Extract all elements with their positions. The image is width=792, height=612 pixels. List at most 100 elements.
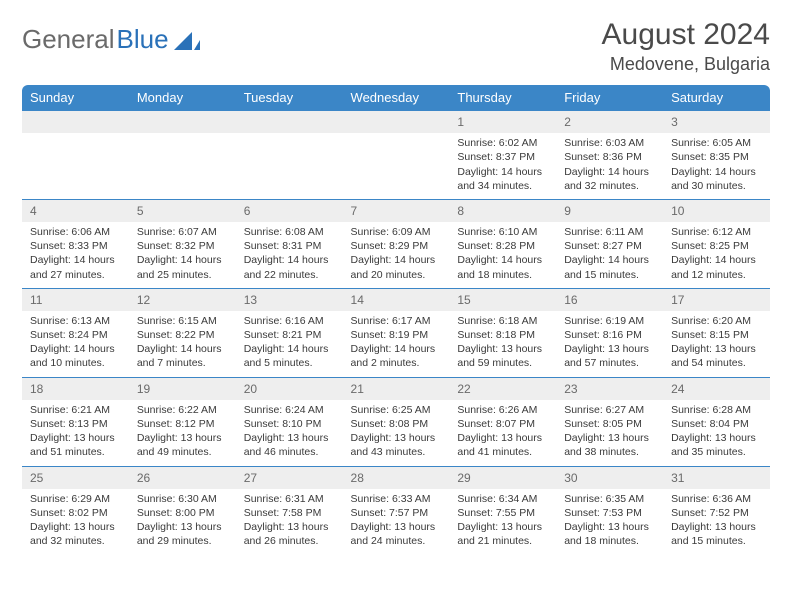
- day-detail-line: Sunset: 8:10 PM: [244, 417, 335, 431]
- day-number-cell: 31: [663, 466, 770, 489]
- day-number-cell: 3: [663, 111, 770, 134]
- day-detail-line: Daylight: 14 hours and 12 minutes.: [671, 253, 762, 281]
- day-detail-line: Sunrise: 6:26 AM: [457, 403, 548, 417]
- day-number-cell: 16: [556, 288, 663, 311]
- day-detail-cell: Sunrise: 6:11 AMSunset: 8:27 PMDaylight:…: [556, 222, 663, 288]
- day-detail-line: Sunset: 7:53 PM: [564, 506, 655, 520]
- day-detail-line: Sunset: 8:15 PM: [671, 328, 762, 342]
- day-number-cell: 8: [449, 199, 556, 222]
- day-detail-cell: Sunrise: 6:22 AMSunset: 8:12 PMDaylight:…: [129, 400, 236, 466]
- day-number-cell: 19: [129, 377, 236, 400]
- day-detail-line: Sunrise: 6:29 AM: [30, 492, 121, 506]
- logo-text-general: General: [22, 24, 115, 55]
- day-detail-line: Sunset: 7:58 PM: [244, 506, 335, 520]
- day-number-cell: [343, 111, 450, 134]
- day-detail-line: Sunset: 8:21 PM: [244, 328, 335, 342]
- day-number-row: 18192021222324: [22, 377, 770, 400]
- day-detail-row: Sunrise: 6:29 AMSunset: 8:02 PMDaylight:…: [22, 489, 770, 555]
- day-number-cell: 12: [129, 288, 236, 311]
- day-detail-line: Sunset: 8:00 PM: [137, 506, 228, 520]
- day-detail-line: Sunrise: 6:25 AM: [351, 403, 442, 417]
- day-detail-cell: Sunrise: 6:07 AMSunset: 8:32 PMDaylight:…: [129, 222, 236, 288]
- day-number-cell: [129, 111, 236, 134]
- day-detail-line: Daylight: 14 hours and 22 minutes.: [244, 253, 335, 281]
- page-header: GeneralBlue August 2024 Medovene, Bulgar…: [22, 18, 770, 75]
- day-number-cell: 5: [129, 199, 236, 222]
- day-detail-cell: Sunrise: 6:17 AMSunset: 8:19 PMDaylight:…: [343, 311, 450, 377]
- day-detail-line: Sunset: 7:52 PM: [671, 506, 762, 520]
- day-number-row: 123: [22, 111, 770, 134]
- day-detail-line: Sunset: 8:05 PM: [564, 417, 655, 431]
- day-detail-line: Sunrise: 6:05 AM: [671, 136, 762, 150]
- day-detail-line: Sunrise: 6:24 AM: [244, 403, 335, 417]
- day-detail-line: Sunrise: 6:22 AM: [137, 403, 228, 417]
- day-detail-line: Sunrise: 6:17 AM: [351, 314, 442, 328]
- day-detail-cell: [236, 133, 343, 199]
- day-detail-line: Daylight: 13 hours and 24 minutes.: [351, 520, 442, 548]
- weekday-header: Sunday: [22, 85, 129, 111]
- location-label: Medovene, Bulgaria: [602, 54, 770, 75]
- day-detail-cell: Sunrise: 6:34 AMSunset: 7:55 PMDaylight:…: [449, 489, 556, 555]
- day-detail-row: Sunrise: 6:06 AMSunset: 8:33 PMDaylight:…: [22, 222, 770, 288]
- day-detail-cell: Sunrise: 6:18 AMSunset: 8:18 PMDaylight:…: [449, 311, 556, 377]
- day-detail-line: Sunrise: 6:31 AM: [244, 492, 335, 506]
- day-detail-line: Sunset: 8:29 PM: [351, 239, 442, 253]
- day-detail-cell: Sunrise: 6:10 AMSunset: 8:28 PMDaylight:…: [449, 222, 556, 288]
- logo: GeneralBlue: [22, 24, 200, 55]
- day-detail-line: Sunrise: 6:28 AM: [671, 403, 762, 417]
- day-detail-cell: Sunrise: 6:19 AMSunset: 8:16 PMDaylight:…: [556, 311, 663, 377]
- day-number-cell: 28: [343, 466, 450, 489]
- day-detail-cell: Sunrise: 6:09 AMSunset: 8:29 PMDaylight:…: [343, 222, 450, 288]
- day-detail-line: Sunset: 8:27 PM: [564, 239, 655, 253]
- day-detail-line: Daylight: 13 hours and 46 minutes.: [244, 431, 335, 459]
- day-number-cell: 29: [449, 466, 556, 489]
- calendar-header-row: SundayMondayTuesdayWednesdayThursdayFrid…: [22, 85, 770, 111]
- day-detail-line: Sunrise: 6:30 AM: [137, 492, 228, 506]
- day-detail-cell: Sunrise: 6:13 AMSunset: 8:24 PMDaylight:…: [22, 311, 129, 377]
- day-number-cell: 7: [343, 199, 450, 222]
- day-detail-line: Daylight: 13 hours and 26 minutes.: [244, 520, 335, 548]
- day-detail-cell: Sunrise: 6:20 AMSunset: 8:15 PMDaylight:…: [663, 311, 770, 377]
- day-detail-line: Sunrise: 6:21 AM: [30, 403, 121, 417]
- day-detail-cell: Sunrise: 6:16 AMSunset: 8:21 PMDaylight:…: [236, 311, 343, 377]
- day-detail-line: Daylight: 13 hours and 38 minutes.: [564, 431, 655, 459]
- day-detail-line: Sunrise: 6:02 AM: [457, 136, 548, 150]
- day-detail-line: Sunset: 8:31 PM: [244, 239, 335, 253]
- day-number-cell: 10: [663, 199, 770, 222]
- month-title: August 2024: [602, 18, 770, 52]
- day-detail-line: Sunset: 8:19 PM: [351, 328, 442, 342]
- day-detail-cell: Sunrise: 6:05 AMSunset: 8:35 PMDaylight:…: [663, 133, 770, 199]
- day-number-cell: 15: [449, 288, 556, 311]
- day-detail-line: Sunrise: 6:36 AM: [671, 492, 762, 506]
- weekday-header: Saturday: [663, 85, 770, 111]
- day-detail-line: Sunset: 8:16 PM: [564, 328, 655, 342]
- day-detail-line: Sunrise: 6:33 AM: [351, 492, 442, 506]
- weekday-header: Tuesday: [236, 85, 343, 111]
- day-number-cell: 1: [449, 111, 556, 134]
- day-detail-line: Daylight: 14 hours and 18 minutes.: [457, 253, 548, 281]
- day-detail-cell: Sunrise: 6:21 AMSunset: 8:13 PMDaylight:…: [22, 400, 129, 466]
- day-detail-cell: Sunrise: 6:26 AMSunset: 8:07 PMDaylight:…: [449, 400, 556, 466]
- day-detail-line: Daylight: 13 hours and 54 minutes.: [671, 342, 762, 370]
- day-number-cell: 9: [556, 199, 663, 222]
- day-number-cell: 18: [22, 377, 129, 400]
- day-detail-line: Sunrise: 6:07 AM: [137, 225, 228, 239]
- day-number-cell: 24: [663, 377, 770, 400]
- day-detail-line: Sunrise: 6:27 AM: [564, 403, 655, 417]
- day-number-cell: [22, 111, 129, 134]
- day-detail-line: Daylight: 13 hours and 18 minutes.: [564, 520, 655, 548]
- day-number-cell: 26: [129, 466, 236, 489]
- day-detail-line: Daylight: 13 hours and 51 minutes.: [30, 431, 121, 459]
- day-number-cell: 23: [556, 377, 663, 400]
- day-detail-line: Sunrise: 6:03 AM: [564, 136, 655, 150]
- day-detail-line: Sunset: 8:22 PM: [137, 328, 228, 342]
- day-detail-line: Daylight: 13 hours and 49 minutes.: [137, 431, 228, 459]
- day-detail-cell: Sunrise: 6:02 AMSunset: 8:37 PMDaylight:…: [449, 133, 556, 199]
- day-detail-row: Sunrise: 6:02 AMSunset: 8:37 PMDaylight:…: [22, 133, 770, 199]
- day-detail-line: Sunrise: 6:09 AM: [351, 225, 442, 239]
- day-detail-cell: Sunrise: 6:15 AMSunset: 8:22 PMDaylight:…: [129, 311, 236, 377]
- day-detail-line: Sunset: 8:28 PM: [457, 239, 548, 253]
- day-detail-line: Sunset: 8:18 PM: [457, 328, 548, 342]
- day-detail-line: Sunset: 8:13 PM: [30, 417, 121, 431]
- day-number-row: 25262728293031: [22, 466, 770, 489]
